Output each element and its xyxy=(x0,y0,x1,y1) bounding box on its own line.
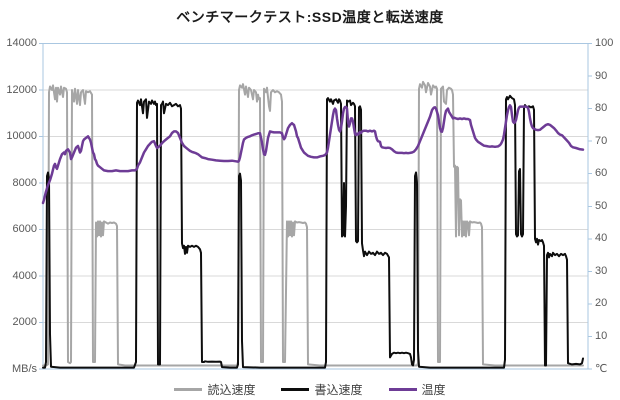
y-axis-tick-label: 4000 xyxy=(12,269,37,282)
y-axis-tick-label: 100 xyxy=(595,37,614,49)
y-axis-tick-label: 10000 xyxy=(6,130,37,142)
y-axis-tick-label: 80 xyxy=(595,102,608,115)
legend-label: 温度 xyxy=(421,383,446,397)
temperature-line-swatch xyxy=(388,388,417,391)
y-axis-tick-label: 60 xyxy=(595,167,608,180)
y-axis-tick-label: 20 xyxy=(595,297,608,310)
y-axis-tick-label: 6000 xyxy=(12,223,37,235)
y-axis-tick-label: 90 xyxy=(595,69,608,82)
read-speed-line-swatch xyxy=(174,388,203,391)
y-axis-tick-label: 40 xyxy=(595,232,608,245)
chart-title: ベンチマークテスト:SSD温度と転送速度 xyxy=(176,9,444,25)
y-axis-tick-label: MB/s xyxy=(11,362,37,375)
y-axis-tick-label: 50 xyxy=(595,199,608,212)
y-axis-tick-label: 10 xyxy=(595,329,608,342)
legend-item-temperature: 温度 xyxy=(388,381,446,398)
legend-item-read-speed: 読込速度 xyxy=(174,381,255,398)
y-axis-tick-label: 8000 xyxy=(12,176,37,189)
chart-legend: 読込速度 書込速度 温度 xyxy=(0,381,620,398)
y-axis-tick-label: ℃ xyxy=(595,362,608,375)
y-axis-tick-label: 70 xyxy=(595,134,608,147)
y-axis-tick-label: 2000 xyxy=(12,316,37,328)
legend-item-write-speed: 書込速度 xyxy=(281,381,363,398)
write-speed-line-swatch xyxy=(281,388,310,391)
y-axis-tick-label: 12000 xyxy=(6,83,37,96)
y-axis-tick-label: 14000 xyxy=(6,37,37,49)
legend-label: 読込速度 xyxy=(207,383,256,397)
y-axis-tick-label: 30 xyxy=(595,264,608,277)
legend-label: 書込速度 xyxy=(314,383,363,397)
